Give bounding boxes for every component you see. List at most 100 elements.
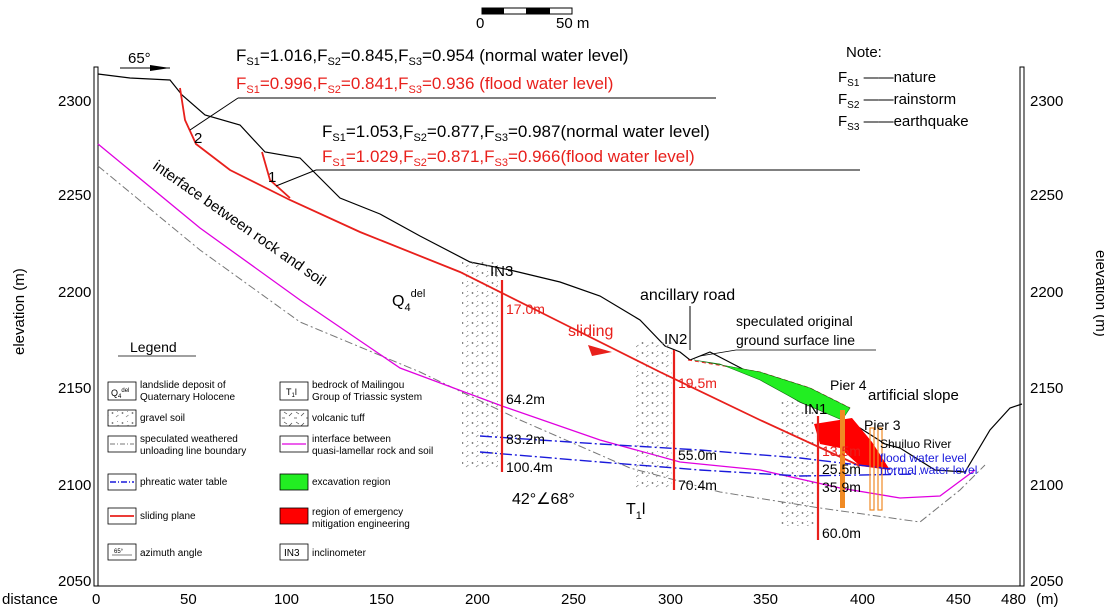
legend-inclinometer-swatch xyxy=(279,543,309,561)
in1-label: IN1 xyxy=(804,401,827,418)
legend-emergency-text: region of emergency xyxy=(312,507,403,518)
axes-frame xyxy=(93,66,1025,587)
unloading-line xyxy=(97,165,986,523)
y-tick: 2250 xyxy=(1030,187,1063,204)
legend-title: Legend xyxy=(130,339,177,355)
legend-gravel-swatch xyxy=(107,409,137,427)
dip-label: 42°∠68° xyxy=(512,491,575,508)
legend-unloading-text: speculated weathered xyxy=(140,434,238,445)
legend-q4-swatch xyxy=(107,381,137,401)
in2-hatched-column xyxy=(636,342,672,488)
in2-depth: 70.4m xyxy=(678,477,717,493)
in2-depth: 19.5m xyxy=(678,375,717,391)
legend-excavation-swatch xyxy=(279,473,309,491)
t1l-label: T1l xyxy=(626,501,645,522)
note-title: Note: xyxy=(846,44,882,61)
y-tick: 2150 xyxy=(58,380,91,397)
x-tick: 0 xyxy=(92,591,100,608)
x-tick: 100 xyxy=(274,591,299,608)
y-axis-right: 2300 2250 2200 2150 2100 2050 xyxy=(1030,93,1063,590)
y-tick: 2200 xyxy=(58,284,91,301)
x-tick: 200 xyxy=(465,591,490,608)
legend-azimuth-swatch xyxy=(107,543,137,561)
x-tick: 50 xyxy=(180,591,197,608)
speculated-original-label: ground surface line xyxy=(736,332,855,348)
y-tick: 2150 xyxy=(1030,380,1063,397)
ground-surface xyxy=(97,73,1023,473)
azimuth-text: 65° xyxy=(128,50,151,67)
in2-depth: 55.0m xyxy=(678,447,717,463)
sliding-label: sliding xyxy=(568,323,613,340)
y-tick: 2100 xyxy=(1030,477,1063,494)
sliding-plane-1 xyxy=(261,151,291,199)
legend-gravel-text: gravel soil xyxy=(140,413,185,424)
x-tick: 250 xyxy=(561,591,586,608)
surface-1-id: 1 xyxy=(268,169,276,186)
x-tick: 150 xyxy=(369,591,394,608)
in1-depth: 60.0m xyxy=(822,525,861,541)
q4-label: Q4del xyxy=(392,288,425,314)
y-axis-left: 2300 2250 2200 2150 2100 2050 xyxy=(58,93,91,590)
x-axis-prefix: distance xyxy=(2,591,58,608)
in3-depth: 64.2m xyxy=(506,391,545,407)
y-tick: 2300 xyxy=(58,93,91,110)
legend-tuff-text: volcanic tuff xyxy=(312,413,365,424)
y-tick: 2300 xyxy=(1030,93,1063,110)
legend: Legend Q4del landslide deposit of Quater… xyxy=(107,339,433,561)
legend-t1l-text: Group of Triassic system xyxy=(312,392,422,403)
y-tick: 2200 xyxy=(1030,284,1063,301)
phreatic-line-upper xyxy=(479,435,901,471)
x-tick: 350 xyxy=(753,591,778,608)
emergency-mitigation-region xyxy=(814,418,890,470)
fs-flood-1: FS1=1.029,FS2=0.871,FS3=0.966(flood wate… xyxy=(322,147,695,169)
legend-interface-text: interface between xyxy=(312,434,391,445)
y-tick: 2250 xyxy=(58,187,91,204)
legend-emergency-text: mitigation engineering xyxy=(312,519,410,530)
in1-depth: 13.5m xyxy=(822,443,861,459)
fs-normal-2: FS1=1.016,FS2=0.845,FS3=0.954 (normal wa… xyxy=(236,46,628,68)
in1-depth: 25.5m xyxy=(822,461,861,477)
artificial-slope-label: artificial slope xyxy=(868,387,959,404)
y-tick: 2100 xyxy=(58,477,91,494)
pier3-label: Pier 3 xyxy=(864,417,901,433)
y-tick: 2050 xyxy=(58,573,91,590)
in1-depth: 35.9m xyxy=(822,479,861,495)
in3-depth: 100.4m xyxy=(506,459,553,475)
note-item: FS1 ——nature xyxy=(838,69,936,89)
azimuth-marker: 65° xyxy=(120,50,170,71)
fs-annotation-1: 1 FS1=1.053,FS2=0.877,FS3=0.987(normal w… xyxy=(268,122,860,187)
legend-interface-text: quasi-lamellar rock and soil xyxy=(312,446,433,457)
legend-emergency-swatch xyxy=(279,507,309,525)
river-label: Shuiluo River xyxy=(880,437,951,451)
ancillary-road-label: ancillary road xyxy=(640,287,735,304)
scale-bar: 0 50 m xyxy=(476,7,589,32)
note-item: FS2 ——rainstorm xyxy=(838,91,956,111)
legend-inclinometer-text: inclinometer xyxy=(312,548,367,559)
pier4-label: Pier 4 xyxy=(830,377,867,393)
legend-phreatic-text: phreatic water table xyxy=(140,477,228,488)
y-axis-label-left: elevation (m) xyxy=(11,268,28,355)
flood-level-label: flood water level xyxy=(880,451,967,465)
fs-normal-1: FS1=1.053,FS2=0.877,FS3=0.987(normal wat… xyxy=(322,122,710,144)
legend-q4-text: Quaternary Holocene xyxy=(140,392,235,403)
legend-t1l-symbol: T1l xyxy=(286,387,297,399)
legend-unloading-text: unloading line boundary xyxy=(140,446,246,457)
in3-depth: 83.2m xyxy=(506,431,545,447)
x-tick: 480 xyxy=(1001,591,1026,608)
x-tick: 400 xyxy=(850,591,875,608)
speculated-original-label: speculated original xyxy=(736,313,853,329)
fs-flood-2: FS1=0.996,FS2=0.841,FS3=0.936 (flood wat… xyxy=(236,74,613,96)
in1-hatched-column xyxy=(780,400,816,526)
pier4-pile xyxy=(840,410,845,508)
pier3-pile-left xyxy=(869,427,875,511)
y-axis-label-right: elevation (m) xyxy=(1092,250,1104,337)
pier3-pile-right xyxy=(877,427,883,511)
x-axis: distance 0 50 100 150 200 250 300 350 40… xyxy=(2,591,1059,608)
legend-tuff-swatch xyxy=(279,409,309,427)
speculated-original-leader xyxy=(699,349,737,357)
in3-hatched-column xyxy=(462,262,498,470)
legend-q4-text: landslide deposit of xyxy=(140,380,226,391)
x-tick: 450 xyxy=(946,591,971,608)
legend-t1l-swatch xyxy=(279,381,309,401)
